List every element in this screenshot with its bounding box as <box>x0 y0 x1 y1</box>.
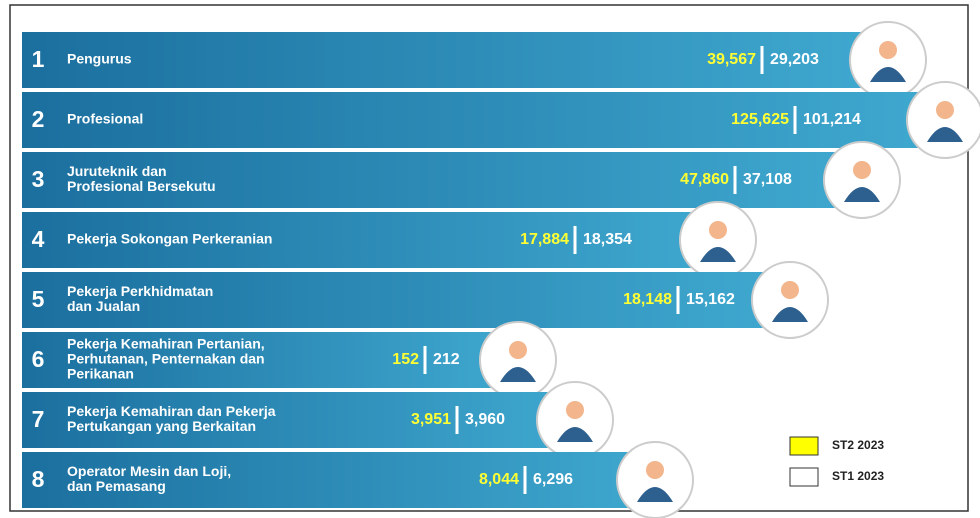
icon-head <box>566 401 584 419</box>
separator <box>761 46 764 74</box>
row-label: Pertukangan yang Berkaitan <box>67 418 256 434</box>
row-number: 4 <box>32 226 45 252</box>
row-label: Juruteknik dan <box>67 163 167 179</box>
separator <box>794 106 797 134</box>
st1-value: 18,354 <box>583 231 632 248</box>
icon-head <box>781 281 799 299</box>
st2-value: 39,567 <box>707 51 756 68</box>
separator <box>524 466 527 494</box>
row-label: Operator Mesin dan Loji, <box>67 463 231 479</box>
row-number: 5 <box>32 286 45 312</box>
icon-circle <box>537 382 613 458</box>
legend-label: ST2 2023 <box>832 438 884 452</box>
icon-head <box>879 41 897 59</box>
st2-value: 17,884 <box>520 231 569 248</box>
row-label: Profesional Bersekutu <box>67 178 216 194</box>
row-label: Pengurus <box>67 51 132 67</box>
icon-circle <box>907 82 980 158</box>
row-label: dan Jualan <box>67 298 140 314</box>
row-label: Pekerja Perkhidmatan <box>67 283 213 299</box>
icon-circle <box>680 202 756 278</box>
row-label: Pekerja Kemahiran Pertanian, <box>67 336 265 352</box>
icon-head <box>509 341 527 359</box>
st1-value: 15,162 <box>686 291 735 308</box>
row-number: 8 <box>32 466 45 492</box>
separator <box>456 406 459 434</box>
icon-circle <box>752 262 828 338</box>
st2-value: 8,044 <box>479 471 519 488</box>
st2-value: 125,625 <box>731 111 789 128</box>
row-number: 6 <box>32 346 45 372</box>
row-label: Perhutanan, Penternakan dan <box>67 351 265 367</box>
separator <box>424 346 427 374</box>
icon-circle <box>617 442 693 518</box>
separator <box>734 166 737 194</box>
st1-value: 29,203 <box>770 51 819 68</box>
row-label: dan Pemasang <box>67 478 166 494</box>
icon-head <box>853 161 871 179</box>
row-bar <box>22 92 925 148</box>
legend-swatch <box>790 468 818 486</box>
icon-circle <box>850 22 926 98</box>
st1-value: 101,214 <box>803 111 861 128</box>
infographic: 1 Pengurus 39,567 29,203 2 Profesional 125,625… <box>0 0 980 518</box>
icon-circle <box>824 142 900 218</box>
st1-value: 3,960 <box>465 411 505 428</box>
icon-circle <box>480 322 556 398</box>
st2-value: 18,148 <box>623 291 672 308</box>
row-label: Profesional <box>67 111 143 127</box>
icon-head <box>936 101 954 119</box>
separator <box>574 226 577 254</box>
row-number: 3 <box>32 166 45 192</box>
st2-value: 3,951 <box>411 411 451 428</box>
st1-value: 6,296 <box>533 471 573 488</box>
st1-value: 212 <box>433 351 460 368</box>
row-label: Perikanan <box>67 366 134 382</box>
st1-value: 37,108 <box>743 171 792 188</box>
icon-head <box>646 461 664 479</box>
row-number: 2 <box>32 106 45 132</box>
legend-swatch <box>790 437 818 455</box>
row-label: Pekerja Kemahiran dan Pekerja <box>67 403 276 419</box>
row-label: Pekerja Sokongan Perkeranian <box>67 231 272 247</box>
st2-value: 152 <box>392 351 419 368</box>
row-number: 1 <box>32 46 45 72</box>
legend-label: ST1 2023 <box>832 469 884 483</box>
st2-value: 47,860 <box>680 171 729 188</box>
icon-head <box>709 221 727 239</box>
row-number: 7 <box>32 406 45 432</box>
separator <box>677 286 680 314</box>
